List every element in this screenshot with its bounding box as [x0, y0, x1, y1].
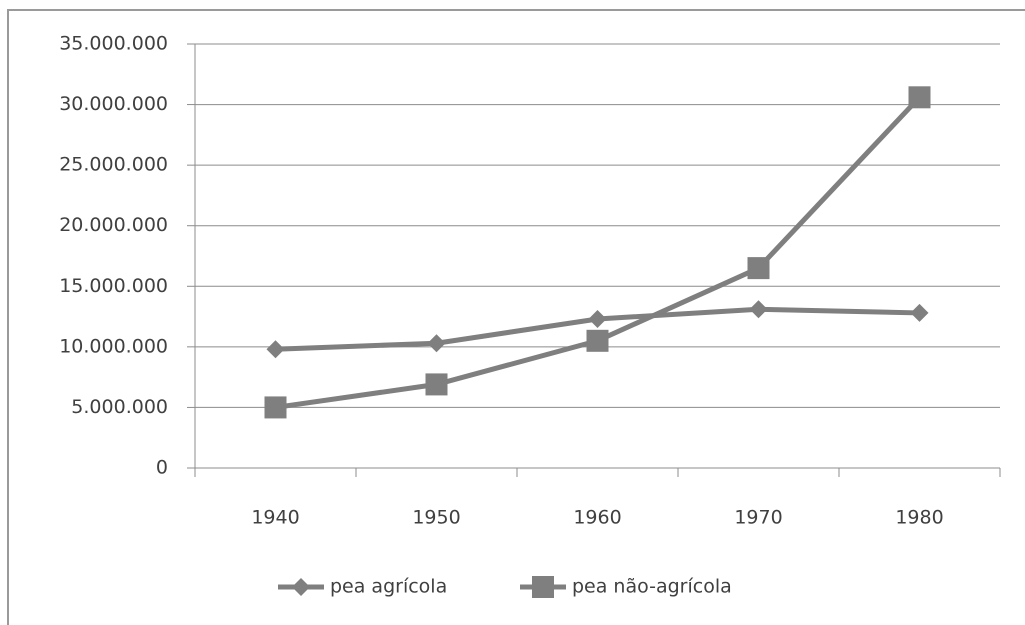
y-tick-label: 15.000.000	[59, 275, 168, 297]
marker	[910, 303, 929, 322]
y-tick-label: 0	[156, 457, 168, 479]
y-tick-label: 5.000.000	[71, 396, 168, 418]
x-tick-label: 1980	[895, 507, 943, 529]
marker	[264, 396, 287, 419]
x-tick-label: 1950	[412, 507, 460, 529]
legend-label: pea agrícola	[330, 576, 447, 598]
y-tick-label: 30.000.000	[59, 93, 168, 115]
y-tick-label: 25.000.000	[59, 154, 168, 176]
marker	[586, 329, 609, 352]
y-tick-label: 10.000.000	[59, 335, 168, 357]
x-tick-label: 1960	[573, 507, 621, 529]
series-line	[275, 95, 922, 410]
x-tick-label: 1940	[251, 507, 299, 529]
marker	[266, 340, 285, 359]
marker	[427, 334, 446, 353]
x-tick-label: 1970	[734, 507, 782, 529]
marker	[749, 300, 768, 319]
legend-marker	[292, 578, 310, 596]
y-tick-label: 35.000.000	[59, 33, 168, 55]
marker	[747, 257, 770, 280]
legend-marker	[532, 576, 554, 598]
y-tick-label: 20.000.000	[59, 214, 168, 236]
marker	[588, 309, 607, 328]
chart-border	[7, 9, 1025, 625]
marker	[425, 373, 448, 396]
legend-label: pea não-agrícola	[572, 576, 732, 598]
marker	[908, 86, 931, 109]
